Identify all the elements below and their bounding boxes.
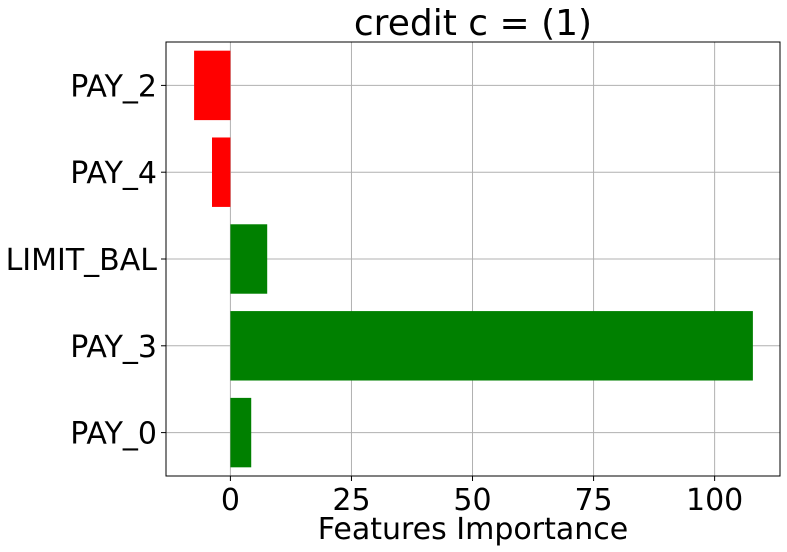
bar-pay-4 bbox=[212, 137, 231, 207]
x-tick-label: 25 bbox=[332, 483, 370, 518]
y-tick-label: PAY_0 bbox=[70, 417, 157, 452]
bar-pay-0 bbox=[230, 397, 252, 468]
bar-limit-bal bbox=[230, 224, 268, 294]
bars bbox=[194, 50, 753, 468]
bar-pay-3 bbox=[230, 311, 753, 381]
bar-pay-2 bbox=[194, 50, 231, 121]
y-tick-label: LIMIT_BAL bbox=[6, 243, 158, 278]
x-tick-label: 0 bbox=[221, 483, 240, 518]
x-axis-label: Features Importance bbox=[318, 512, 628, 547]
x-tick-label: 100 bbox=[686, 483, 743, 518]
x-tick-label: 50 bbox=[453, 483, 491, 518]
y-tick-label: PAY_4 bbox=[70, 156, 157, 191]
y-tick-label: PAY_3 bbox=[70, 330, 157, 365]
ticks: 0 25 50 75 100 PAY_2 PAY_4 LIMIT_BAL PAY_3 PAY_0 bbox=[6, 69, 744, 518]
y-tick-label: PAY_2 bbox=[70, 69, 157, 104]
chart-title: credit c = (1) bbox=[354, 3, 592, 44]
x-tick-label: 75 bbox=[574, 483, 612, 518]
